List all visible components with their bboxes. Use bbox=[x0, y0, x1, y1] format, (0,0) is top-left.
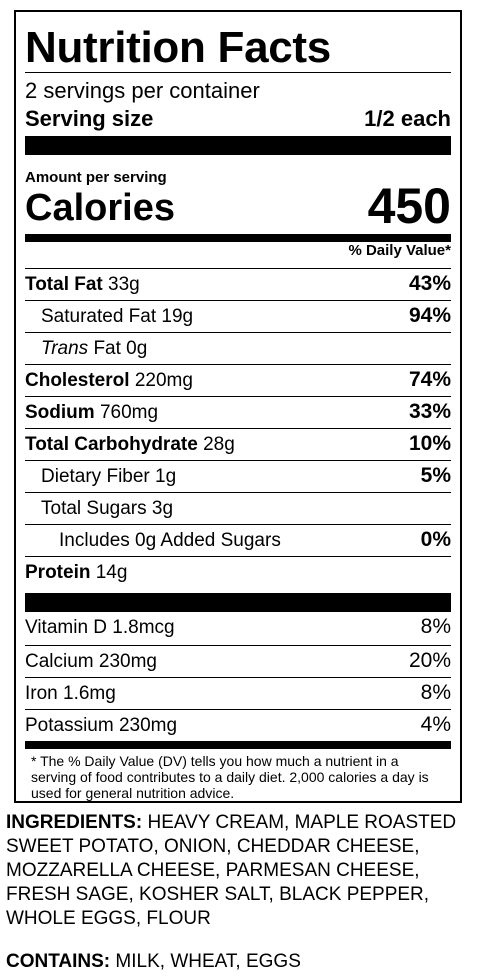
nutrient-label: Includes 0g Added Sugars bbox=[59, 530, 281, 551]
medium-divider bbox=[25, 741, 451, 749]
nutrient-label: Trans bbox=[41, 338, 89, 359]
nutrient-name: Trans Fat 0g bbox=[41, 337, 147, 361]
vitamin-name: Calcium 230mg bbox=[25, 651, 157, 672]
nutrient-name: Total Fat 33g bbox=[25, 273, 140, 297]
nutrient-label: Cholesterol bbox=[25, 370, 130, 391]
serving-size-value: 1/2 each bbox=[364, 106, 451, 131]
calories-value: 450 bbox=[367, 178, 451, 234]
nutrient-dv: 5% bbox=[420, 464, 451, 487]
nutrient-dv: 10% bbox=[408, 432, 451, 455]
nutrient-dv: 94% bbox=[408, 304, 451, 327]
nutrient-name: Dietary Fiber 1g bbox=[41, 465, 176, 489]
ingredients-text: HEAVY CREAM, MAPLE ROASTED SWEET POTATO,… bbox=[6, 812, 457, 929]
nutrient-dv: 0% bbox=[420, 528, 451, 551]
nutrient-label: Dietary Fiber bbox=[41, 466, 150, 487]
daily-value-header: % Daily Value* bbox=[348, 242, 451, 259]
nutrient-amount: 33g bbox=[108, 274, 140, 295]
vitamin-row-potassium: Potassium 230mg 4% bbox=[25, 709, 451, 741]
ingredients-statement: INGREDIENTS: HEAVY CREAM, MAPLE ROASTED … bbox=[6, 811, 471, 931]
nutrient-amount: 220mg bbox=[134, 370, 193, 391]
vitamin-dv: 8% bbox=[420, 615, 451, 638]
nutrient-name: Cholesterol 220mg bbox=[25, 369, 193, 393]
nutrient-dv: 33% bbox=[408, 400, 451, 423]
divider bbox=[25, 72, 451, 73]
nutrient-row-total-carbohydrate: Total Carbohydrate 28g 10% bbox=[25, 428, 451, 460]
vitamin-name: Vitamin D 1.8mcg bbox=[25, 617, 175, 638]
nutrient-dv: 43% bbox=[408, 272, 451, 295]
thick-divider bbox=[25, 136, 451, 155]
calories-label: Calories bbox=[25, 187, 175, 229]
vitamin-dv: 8% bbox=[420, 681, 451, 704]
nutrient-name: Includes 0g Added Sugars bbox=[59, 529, 281, 553]
nutrient-row-total-fat: Total Fat 33g 43% bbox=[25, 268, 451, 300]
nutrient-row-sodium: Sodium 760mg 33% bbox=[25, 396, 451, 428]
nutrient-dv: 74% bbox=[408, 368, 451, 391]
medium-divider bbox=[25, 234, 451, 242]
nutrient-label: Total Carbohydrate bbox=[25, 434, 198, 455]
daily-value-footnote: * The % Daily Value (DV) tells you how m… bbox=[31, 753, 429, 801]
nutrient-row-dietary-fiber: Dietary Fiber 1g 5% bbox=[25, 460, 451, 492]
nutrient-name: Sodium 760mg bbox=[25, 401, 158, 425]
nutrient-label: Total Fat bbox=[25, 274, 103, 295]
contains-label: CONTAINS: bbox=[6, 951, 111, 972]
nutrient-amount: 1g bbox=[155, 466, 177, 487]
nutrient-row-added-sugars: Includes 0g Added Sugars 0% bbox=[25, 524, 451, 556]
contains-text: MILK, WHEAT, EGGS bbox=[115, 951, 301, 972]
nutrient-name: Protein 14g bbox=[25, 561, 127, 585]
servings-per-container: 2 servings per container bbox=[25, 78, 260, 103]
nutrient-row-trans-fat: Trans Fat 0g bbox=[25, 332, 451, 364]
nutrient-label: Protein bbox=[25, 562, 91, 583]
nutrient-name: Total Carbohydrate 28g bbox=[25, 433, 235, 457]
nutrient-amount: Fat 0g bbox=[93, 338, 148, 359]
label-inner: Nutrition Facts 2 servings per container… bbox=[25, 12, 451, 801]
nutrition-facts-label: Nutrition Facts 2 servings per container… bbox=[14, 10, 462, 803]
allergen-statement: CONTAINS: MILK, WHEAT, EGGS bbox=[6, 950, 301, 974]
vitamin-row-vitamin-d: Vitamin D 1.8mcg 8% bbox=[25, 612, 451, 644]
vitamin-row-iron: Iron 1.6mg 8% bbox=[25, 677, 451, 709]
nutrient-amount: 3g bbox=[151, 498, 174, 519]
serving-size-label: Serving size bbox=[25, 106, 154, 131]
nutrient-row-total-sugars: Total Sugars 3g bbox=[25, 492, 451, 524]
label-title: Nutrition Facts bbox=[25, 23, 331, 72]
nutrient-label: Total Sugars bbox=[41, 498, 147, 519]
nutrient-name: Saturated Fat 19g bbox=[41, 305, 193, 329]
nutrient-row-protein: Protein 14g bbox=[25, 556, 451, 588]
nutrient-amount: 28g bbox=[203, 434, 235, 455]
thick-divider bbox=[25, 593, 451, 612]
vitamin-name: Potassium 230mg bbox=[25, 715, 178, 736]
nutrient-label: Sodium bbox=[25, 402, 95, 423]
nutrient-amount: 760mg bbox=[99, 402, 159, 423]
nutrient-amount: 14g bbox=[95, 562, 128, 583]
nutrient-row-cholesterol: Cholesterol 220mg 74% bbox=[25, 364, 451, 396]
nutrient-name: Total Sugars 3g bbox=[41, 497, 173, 521]
nutrient-row-saturated-fat: Saturated Fat 19g 94% bbox=[25, 300, 451, 332]
nutrient-label: Saturated Fat bbox=[41, 306, 157, 327]
vitamin-name: Iron 1.6mg bbox=[25, 683, 116, 704]
nutrient-amount: 19g bbox=[161, 306, 194, 327]
vitamin-row-calcium: Calcium 230mg 20% bbox=[25, 645, 451, 677]
vitamin-dv: 4% bbox=[420, 713, 451, 736]
ingredients-label: INGREDIENTS: bbox=[6, 812, 143, 833]
vitamin-dv: 20% bbox=[408, 649, 451, 672]
amount-per-serving: Amount per serving bbox=[25, 169, 167, 186]
